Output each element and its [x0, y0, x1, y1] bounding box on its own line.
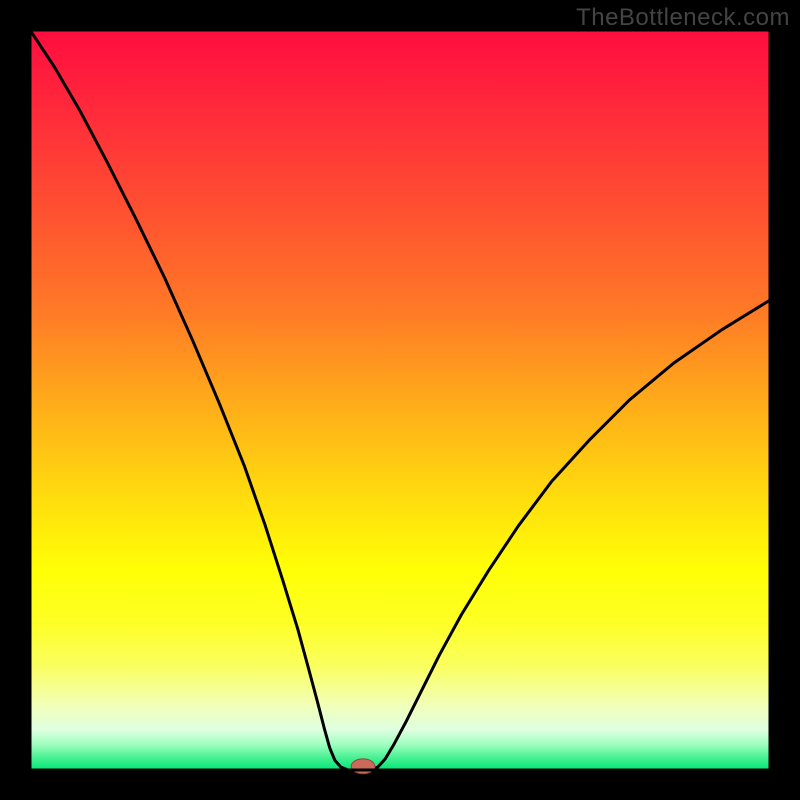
bottleneck-chart	[0, 0, 800, 800]
watermark-text: TheBottleneck.com	[576, 4, 790, 32]
chart-stage: TheBottleneck.com	[0, 0, 800, 800]
plot-background-gradient	[30, 30, 770, 770]
